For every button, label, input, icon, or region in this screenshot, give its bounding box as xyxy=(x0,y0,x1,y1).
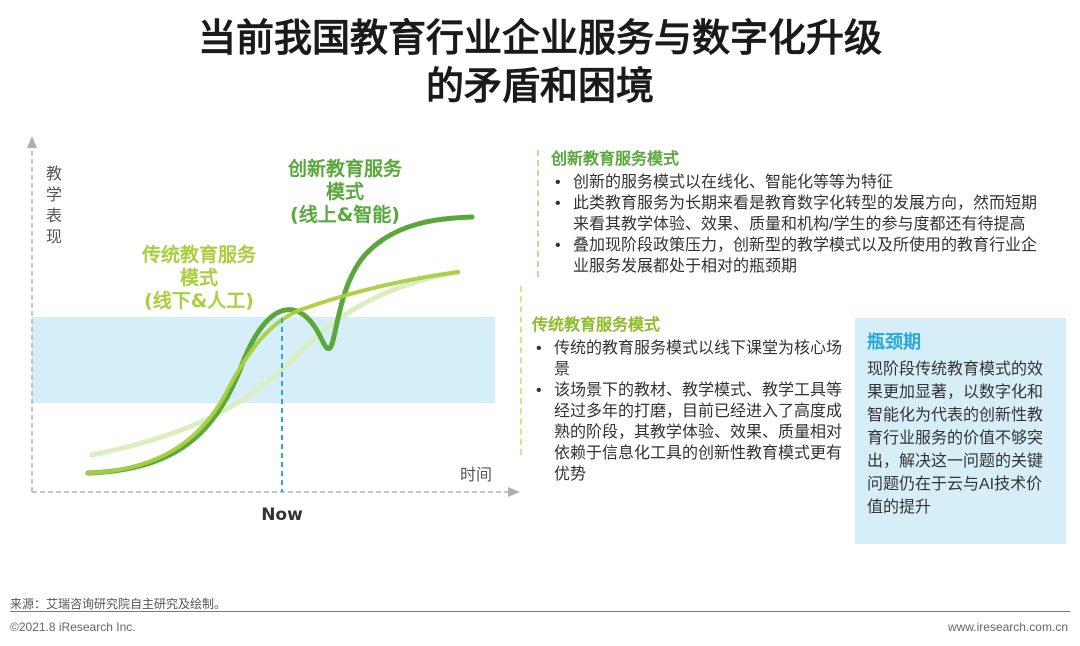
y-axis-label-3: 表 xyxy=(46,206,62,225)
traditional-s-curve xyxy=(86,270,460,475)
x-axis-arrow xyxy=(508,487,520,497)
traditional-title: 传统教育服务模式 xyxy=(532,317,661,334)
traditional-bullet-1: 传统的教育服务模式以线下课堂为核心场景 xyxy=(532,338,847,380)
bottleneck-body: 现阶段传统教育模式的效果更加显著，以数字化和智能化为代表的创新性教育行业服务的价… xyxy=(867,361,1044,516)
traditional-panel: 传统教育服务模式 传统的教育服务模式以线下课堂为核心场景 该场景下的教材、教学模… xyxy=(520,286,847,483)
innovative-label-1: 创新教育服务 xyxy=(287,157,403,180)
bottleneck-title: 瓶颈期 xyxy=(867,332,921,352)
traditional-label-3: (线下&人工) xyxy=(144,289,254,312)
website-link[interactable]: www.iresearch.com.cn xyxy=(947,620,1068,634)
innovative-bullet-1: 创新的服务模式以在线化、智能化等等为特征 xyxy=(551,172,1051,193)
traditional-curve xyxy=(89,269,461,458)
innovative-bullets: 创新的服务模式以在线化、智能化等等为特征 此类教育服务为长期来看是教育数字化转型… xyxy=(551,172,1051,277)
footer-divider xyxy=(10,611,1070,612)
y-axis-label-2: 学 xyxy=(46,185,62,204)
copyright: ©2021.8 iResearch Inc. xyxy=(10,620,136,634)
x-axis-label: 时间 xyxy=(460,465,492,484)
source-note: 来源：艾瑞咨询研究院自主研究及绘制。 xyxy=(10,597,227,611)
innovative-curve xyxy=(85,214,475,476)
y-axis-label-4: 现 xyxy=(46,227,62,246)
innovative-bullet-3: 叠加现阶段政策压力，创新型的教学模式以及所使用的教育行业企业服务发展都处于相对的… xyxy=(551,235,1051,277)
y-axis-arrow xyxy=(27,136,37,148)
innovative-panel: 创新教育服务模式 创新的服务模式以在线化、智能化等等为特征 此类教育服务为长期来… xyxy=(537,150,1051,277)
bottleneck-box: 瓶颈期 现阶段传统教育模式的效果更加显著，以数字化和智能化为代表的创新性教育行业… xyxy=(855,318,1066,544)
traditional-bullet-2: 该场景下的教材、教学模式、教学工具等经过多年的打磨，目前已经进入了高度成熟的阶段… xyxy=(532,380,847,485)
page-title: 当前我国教育行业企业服务与数字化升级 的矛盾和困境 xyxy=(0,14,1080,110)
innovative-label-3: (线上&智能) xyxy=(290,203,400,226)
traditional-label-2: 模式 xyxy=(180,266,218,289)
traditional-label-1: 传统教育服务 xyxy=(141,243,257,266)
title-line-2: 的矛盾和困境 xyxy=(425,64,654,108)
innovative-label-2: 模式 xyxy=(326,180,364,203)
now-label: Now xyxy=(261,505,303,525)
innovative-bullet-2: 此类教育服务为长期来看是教育数字化转型的发展方向，然而短期来看其教学体验、效果、… xyxy=(551,193,1051,235)
innovative-title: 创新教育服务模式 xyxy=(551,151,680,168)
y-axis-label-1: 教 xyxy=(46,164,62,183)
title-line-1: 当前我国教育行业企业服务与数字化升级 xyxy=(197,16,882,60)
bottleneck-band xyxy=(32,317,495,403)
traditional-bullets: 传统的教育服务模式以线下课堂为核心场景 该场景下的教材、教学模式、教学工具等经过… xyxy=(532,338,847,485)
